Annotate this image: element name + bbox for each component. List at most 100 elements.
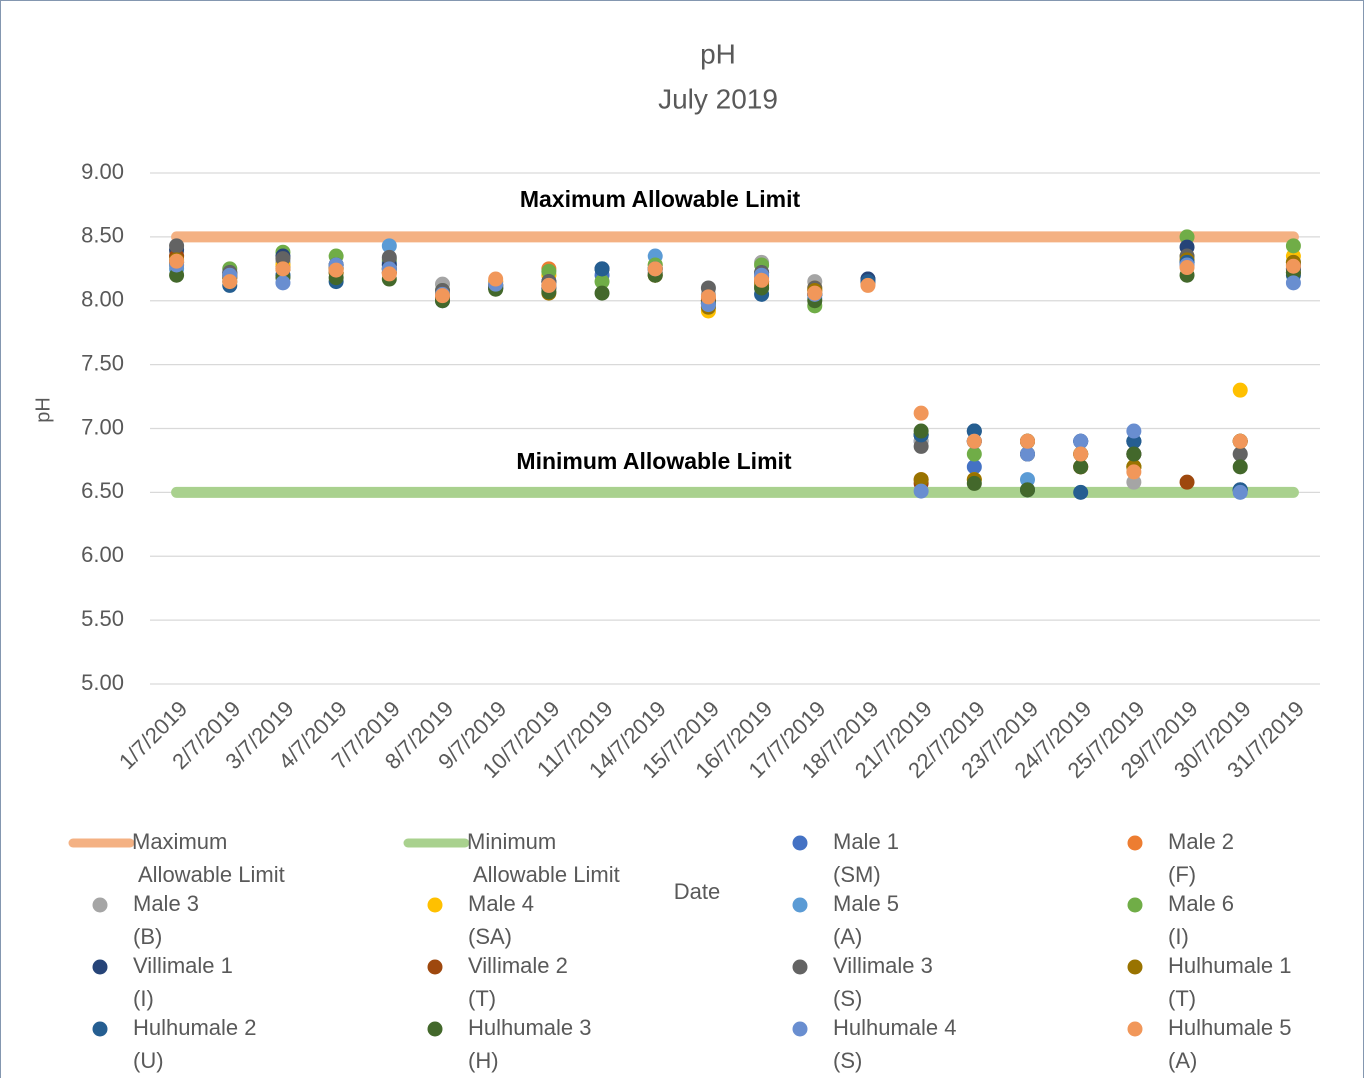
- legend-label-line: Villimale 1: [133, 953, 233, 978]
- data-point: [1232, 433, 1248, 449]
- y-tick-label: 5.00: [81, 670, 124, 695]
- legend-label-line: Hulhumale 5: [1168, 1015, 1292, 1040]
- legend-label: Villimale 2 (T): [468, 953, 568, 1011]
- data-point: [913, 423, 929, 439]
- legend-marker: [1127, 1021, 1143, 1037]
- legend-label: Maximum Allowable Limit: [132, 829, 285, 887]
- data-point: [1179, 474, 1195, 490]
- data-point: [1126, 423, 1142, 439]
- legend-marker: [792, 835, 808, 851]
- data-point: [1232, 459, 1248, 475]
- legend-label-line: Allowable Limit: [138, 862, 285, 887]
- legend-label-line: (A): [1168, 1048, 1197, 1073]
- legend-label-line: Male 6: [1168, 891, 1234, 916]
- data-point: [913, 483, 929, 499]
- legend-label-line: (I): [133, 986, 154, 1011]
- legend-label-line: (SM): [833, 862, 881, 887]
- y-axis-label: pH: [32, 397, 54, 423]
- data-point: [1285, 275, 1301, 291]
- legend-label: Hulhumale 5 (A): [1168, 1015, 1292, 1073]
- y-tick-label: 7.50: [81, 350, 124, 375]
- data-point: [913, 472, 929, 488]
- legend-label-line: (H): [468, 1048, 499, 1073]
- legend-label-line: (U): [133, 1048, 164, 1073]
- y-tick-label: 5.50: [81, 606, 124, 631]
- legend-label-line: Male 1: [833, 829, 899, 854]
- data-point: [1020, 482, 1035, 498]
- legend-label: Hulhumale 3 (H): [468, 1015, 592, 1073]
- data-point: [594, 261, 610, 277]
- legend-marker: [792, 897, 808, 913]
- legend-label-line: (B): [133, 924, 162, 949]
- legend-label-line: (T): [468, 986, 496, 1011]
- data-point: [913, 405, 929, 421]
- data-point: [647, 261, 663, 277]
- annotation: Minimum Allowable Limit: [516, 448, 791, 474]
- data-point: [1073, 446, 1089, 462]
- y-tick-label: 8.00: [81, 287, 124, 312]
- legend-label-line: Hulhumale 3: [468, 1015, 592, 1040]
- data-point: [1285, 238, 1301, 254]
- legend-marker: [92, 959, 108, 975]
- legend-label: Male 6 (I): [1168, 891, 1234, 949]
- legend-label-line: Villimale 2: [468, 953, 568, 978]
- data-point: [541, 277, 557, 293]
- legend-label: Hulhumale 2 (U): [133, 1015, 257, 1073]
- data-point: [1232, 382, 1248, 398]
- legend-label-line: Male 5: [833, 891, 899, 916]
- legend-label-line: Male 3: [133, 891, 199, 916]
- data-point: [860, 277, 876, 293]
- data-point: [913, 438, 929, 454]
- data-point: [1073, 459, 1089, 475]
- legend-label-line: Allowable Limit: [473, 862, 620, 887]
- legend-label: Villimale 3 (S): [833, 953, 933, 1011]
- legend-label: Male 4 (SA): [468, 891, 534, 949]
- data-point: [1020, 433, 1035, 449]
- data-point: [169, 238, 185, 254]
- data-point: [1126, 446, 1142, 462]
- data-point: [1020, 446, 1035, 462]
- legend-marker: [1127, 835, 1143, 851]
- y-tick-label: 8.50: [81, 223, 124, 248]
- legend-label-line: Hulhumale 4: [833, 1015, 957, 1040]
- legend-label-line: (F): [1168, 862, 1196, 887]
- legend-marker: [792, 1021, 808, 1037]
- legend-marker: [427, 1021, 443, 1037]
- data-point: [966, 433, 982, 449]
- legend-label-line: Villimale 3: [833, 953, 933, 978]
- legend-label-line: Hulhumale 1: [1168, 953, 1292, 978]
- data-point: [275, 261, 291, 277]
- legend-label-line: Minimum: [467, 829, 556, 854]
- data-point: [488, 271, 504, 287]
- legend-label: Villimale 1 (I): [133, 953, 233, 1011]
- data-point: [435, 288, 450, 304]
- legend-marker: [92, 897, 108, 913]
- legend-label-line: (S): [833, 1048, 862, 1073]
- legend-marker: [1127, 959, 1143, 975]
- legend-label: Male 5 (A): [833, 891, 899, 949]
- legend-marker: [1127, 897, 1143, 913]
- legend-label: Male 1 (SM): [833, 829, 899, 887]
- x-axis-label: Date: [674, 879, 720, 904]
- data-point: [966, 446, 982, 462]
- legend-marker: [92, 1021, 108, 1037]
- data-point: [594, 274, 610, 290]
- legend-label-line: (I): [1168, 924, 1189, 949]
- data-point: [222, 274, 238, 290]
- data-point: [1285, 258, 1301, 274]
- data-point: [381, 238, 397, 254]
- legend-label: Hulhumale 1 (T): [1168, 953, 1292, 1011]
- data-point: [381, 249, 397, 265]
- legend-marker: [427, 959, 443, 975]
- annotation: Maximum Allowable Limit: [520, 186, 801, 212]
- legend-label-line: Male 2: [1168, 829, 1234, 854]
- y-tick-label: 9.00: [81, 159, 124, 184]
- data-point: [966, 459, 982, 475]
- legend-label-line: (SA): [468, 924, 512, 949]
- data-point: [1232, 446, 1248, 462]
- legend-label-line: (T): [1168, 986, 1196, 1011]
- data-point: [594, 285, 610, 301]
- legend-label-line: Maximum: [132, 829, 227, 854]
